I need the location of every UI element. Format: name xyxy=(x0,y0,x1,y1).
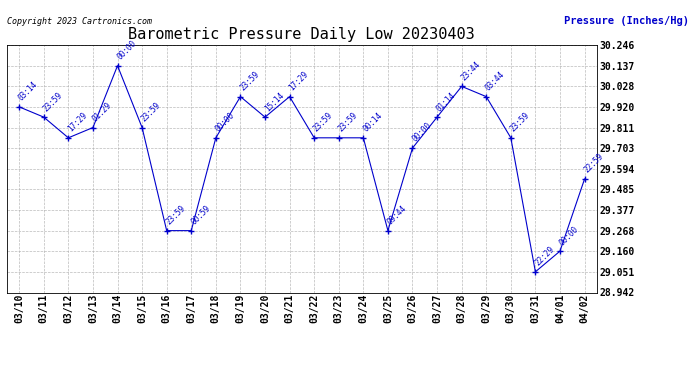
Text: 03:14: 03:14 xyxy=(17,80,40,103)
Text: 01:14: 01:14 xyxy=(435,90,457,113)
Text: 15:14: 15:14 xyxy=(263,90,286,113)
Text: 22:59: 22:59 xyxy=(582,152,605,175)
Text: 23:59: 23:59 xyxy=(164,204,187,226)
Text: Copyright 2023 Cartronics.com: Copyright 2023 Cartronics.com xyxy=(7,17,152,26)
Text: 23:44: 23:44 xyxy=(460,60,482,82)
Text: Pressure (Inches/Hg): Pressure (Inches/Hg) xyxy=(564,16,689,26)
Text: 00:00: 00:00 xyxy=(558,224,580,247)
Text: 00:14: 00:14 xyxy=(361,111,384,134)
Text: 17:29: 17:29 xyxy=(66,111,89,134)
Text: 23:59: 23:59 xyxy=(41,90,64,113)
Text: 03:44: 03:44 xyxy=(484,70,506,93)
Text: 01:29: 01:29 xyxy=(91,100,113,123)
Text: 23:59: 23:59 xyxy=(337,111,359,134)
Text: 17:29: 17:29 xyxy=(288,70,310,93)
Text: 23:59: 23:59 xyxy=(509,111,531,134)
Text: 22:29: 22:29 xyxy=(533,245,556,268)
Text: 09:44: 09:44 xyxy=(386,204,408,226)
Text: 23:59: 23:59 xyxy=(312,111,335,134)
Text: 00:00: 00:00 xyxy=(214,111,237,134)
Text: 23:59: 23:59 xyxy=(140,100,163,123)
Text: 00:00: 00:00 xyxy=(115,39,138,62)
Text: 23:59: 23:59 xyxy=(238,70,261,93)
Title: Barometric Pressure Daily Low 20230403: Barometric Pressure Daily Low 20230403 xyxy=(128,27,475,42)
Text: 00:00: 00:00 xyxy=(411,121,433,144)
Text: 00:59: 00:59 xyxy=(189,204,212,226)
